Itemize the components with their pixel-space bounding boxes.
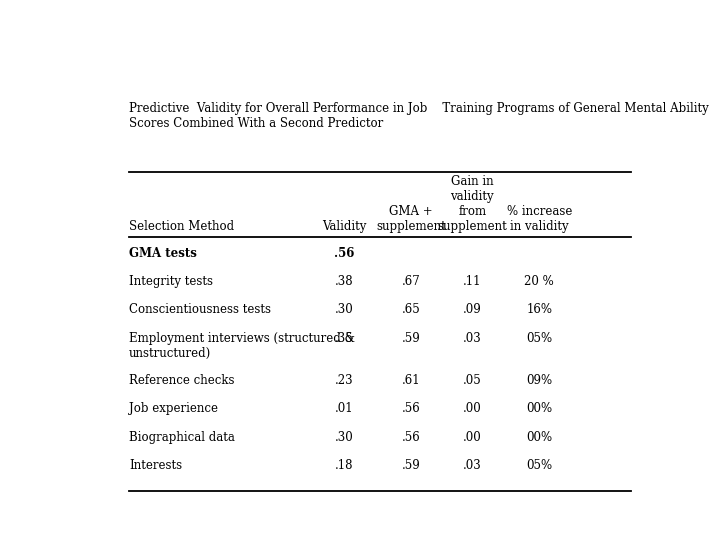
Text: Reference checks: Reference checks bbox=[129, 374, 235, 387]
Text: 00%: 00% bbox=[526, 402, 552, 415]
Text: .30: .30 bbox=[335, 431, 354, 444]
Text: Employment interviews (structured &
unstructured): Employment interviews (structured & unst… bbox=[129, 332, 355, 360]
Text: .61: .61 bbox=[402, 374, 420, 387]
Text: .00: .00 bbox=[463, 431, 482, 444]
Text: .30: .30 bbox=[335, 303, 354, 316]
Text: 00%: 00% bbox=[526, 431, 552, 444]
Text: .59: .59 bbox=[402, 332, 420, 345]
Text: .67: .67 bbox=[402, 275, 420, 288]
Text: Biographical data: Biographical data bbox=[129, 431, 235, 444]
Text: 20 %: 20 % bbox=[524, 275, 554, 288]
Text: .18: .18 bbox=[335, 459, 353, 472]
Text: Gain in
validity
from
supplement: Gain in validity from supplement bbox=[437, 175, 507, 233]
Text: Interests: Interests bbox=[129, 459, 182, 472]
Text: GMA tests: GMA tests bbox=[129, 247, 197, 260]
Text: .11: .11 bbox=[463, 275, 482, 288]
Text: 09%: 09% bbox=[526, 374, 552, 387]
Text: 05%: 05% bbox=[526, 332, 552, 345]
Text: .09: .09 bbox=[463, 303, 482, 316]
Text: Selection Method: Selection Method bbox=[129, 220, 234, 233]
Text: Job experience: Job experience bbox=[129, 402, 218, 415]
Text: 16%: 16% bbox=[526, 303, 552, 316]
Text: Predictive  Validity for Overall Performance in Job    Training Programs of Gene: Predictive Validity for Overall Performa… bbox=[129, 102, 708, 130]
Text: .23: .23 bbox=[335, 374, 354, 387]
Text: GMA +
supplement: GMA + supplement bbox=[376, 205, 446, 233]
Text: Conscientiousness tests: Conscientiousness tests bbox=[129, 303, 271, 316]
Text: .03: .03 bbox=[463, 332, 482, 345]
Text: % increase
in validity: % increase in validity bbox=[506, 205, 572, 233]
Text: .56: .56 bbox=[333, 247, 354, 260]
Text: .65: .65 bbox=[402, 303, 420, 316]
Text: .59: .59 bbox=[402, 459, 420, 472]
Text: .01: .01 bbox=[335, 402, 354, 415]
Text: 05%: 05% bbox=[526, 459, 552, 472]
Text: .56: .56 bbox=[402, 402, 420, 415]
Text: .00: .00 bbox=[463, 402, 482, 415]
Text: Integrity tests: Integrity tests bbox=[129, 275, 213, 288]
Text: .03: .03 bbox=[463, 459, 482, 472]
Text: .56: .56 bbox=[402, 431, 420, 444]
Text: Validity: Validity bbox=[322, 220, 366, 233]
Text: .35: .35 bbox=[335, 332, 354, 345]
Text: .05: .05 bbox=[463, 374, 482, 387]
Text: .38: .38 bbox=[335, 275, 354, 288]
